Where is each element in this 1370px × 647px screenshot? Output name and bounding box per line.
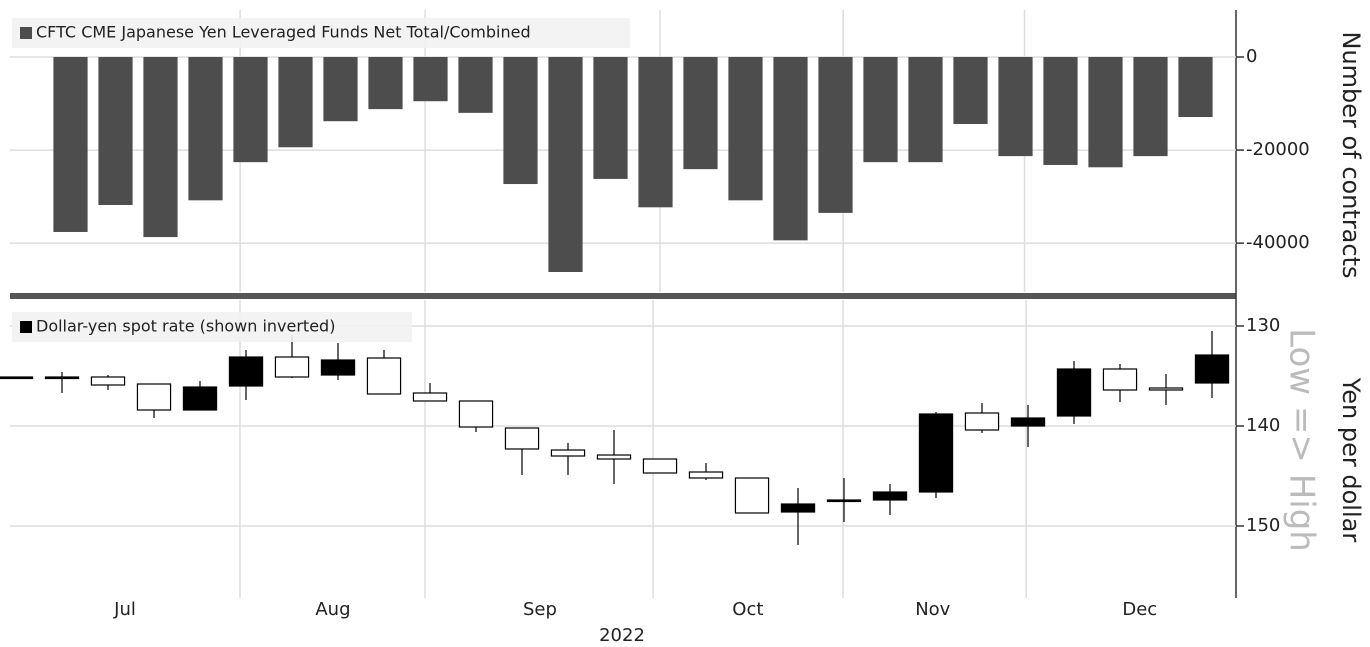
bar xyxy=(728,57,763,201)
bar xyxy=(683,57,718,170)
x-tick-label: Oct xyxy=(732,599,763,620)
legend-swatch xyxy=(20,321,32,333)
legend-box xyxy=(12,312,412,342)
bar xyxy=(1043,57,1078,165)
bar xyxy=(98,57,133,205)
x-axis-title: 2022 xyxy=(599,625,645,646)
y-tick-label: -20000 xyxy=(1246,139,1310,160)
candle-body xyxy=(734,477,770,514)
bar xyxy=(323,57,358,122)
bar xyxy=(1178,57,1213,118)
bar xyxy=(818,57,853,213)
bar xyxy=(53,57,88,232)
bar xyxy=(458,57,493,113)
y-tick-label: 130 xyxy=(1246,315,1280,336)
y-axis-title: Yen per dollar xyxy=(1337,377,1365,543)
annotation: Low => High xyxy=(1282,328,1322,552)
bar xyxy=(998,57,1033,157)
y-tick-label: 0 xyxy=(1246,46,1257,67)
candle-body xyxy=(44,376,80,380)
bar xyxy=(908,57,943,163)
y-tick-label: 140 xyxy=(1246,415,1280,436)
legend-swatch xyxy=(20,27,32,39)
bar xyxy=(413,57,448,102)
bar xyxy=(143,57,178,238)
bar xyxy=(773,57,808,241)
x-tick-label: Dec xyxy=(1122,599,1157,620)
candle-body xyxy=(412,392,448,402)
candle-body xyxy=(458,400,494,428)
y-tick-label: -40000 xyxy=(1246,232,1310,253)
candle-body xyxy=(1102,368,1138,391)
bar xyxy=(188,57,223,201)
candle-body xyxy=(182,386,218,411)
candle-body xyxy=(596,454,632,460)
candle-body xyxy=(688,471,724,479)
x-tick-label: Sep xyxy=(523,599,557,620)
candle-body xyxy=(826,499,862,503)
candle-body xyxy=(872,491,908,501)
candle-body xyxy=(780,503,816,513)
legend-box xyxy=(12,18,630,48)
candle-body xyxy=(90,376,126,386)
bar xyxy=(593,57,628,179)
bar xyxy=(863,57,898,163)
bar xyxy=(368,57,403,110)
legend-label: CFTC CME Japanese Yen Leveraged Funds Ne… xyxy=(36,23,531,42)
bar xyxy=(1133,57,1168,157)
x-tick-label: Jul xyxy=(113,599,136,620)
x-tick-label: Aug xyxy=(315,599,350,620)
candle-body xyxy=(228,356,264,387)
bar xyxy=(548,57,583,272)
candle-body xyxy=(366,357,402,395)
candle-body xyxy=(1010,417,1046,427)
candle-body xyxy=(550,449,586,457)
bar xyxy=(278,57,313,148)
x-tick-label: Nov xyxy=(915,599,950,620)
bar xyxy=(953,57,988,125)
candle-body xyxy=(136,383,172,411)
candle-body xyxy=(1194,354,1230,384)
y-tick-label: 150 xyxy=(1246,515,1280,536)
candle-body xyxy=(642,458,678,474)
candle-body xyxy=(504,427,540,450)
bar xyxy=(233,57,268,163)
candle-body xyxy=(1056,368,1092,417)
candle-body xyxy=(918,413,954,493)
candle-body xyxy=(274,356,310,378)
bar xyxy=(503,57,538,185)
bar xyxy=(1088,57,1123,168)
y-axis-title: Number of contracts xyxy=(1337,32,1365,279)
legend-label: Dollar-yen spot rate (shown inverted) xyxy=(36,317,335,336)
candle-body xyxy=(964,412,1000,431)
candle-body xyxy=(0,376,34,380)
bar xyxy=(638,57,673,208)
candle-body xyxy=(320,359,356,376)
candle-body xyxy=(1148,387,1184,391)
